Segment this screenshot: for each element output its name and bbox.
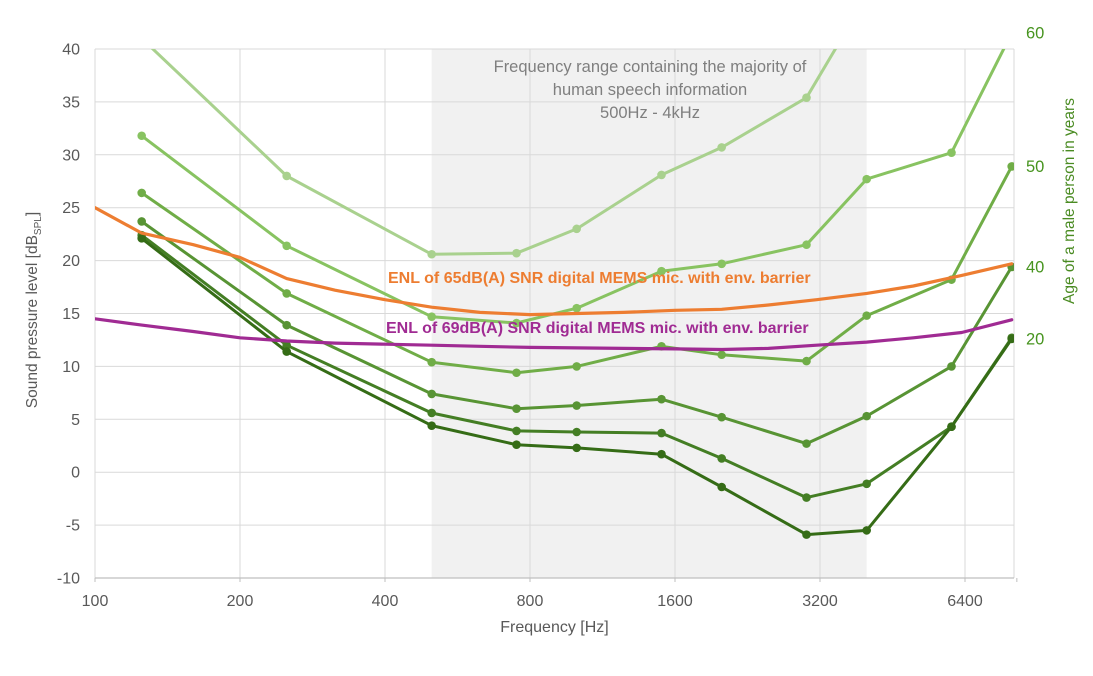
age-20-data-point bbox=[427, 421, 436, 430]
y-axis-tick-label: -10 bbox=[57, 571, 80, 588]
age-50-data-point bbox=[137, 188, 146, 198]
x-axis-tick-label: 1600 bbox=[657, 593, 693, 610]
age-20-data-point bbox=[137, 234, 146, 243]
age-20-data-point bbox=[1007, 334, 1014, 344]
age-20-data-point bbox=[802, 530, 811, 539]
age-60-data-point bbox=[427, 312, 436, 321]
age-curve-end-label-50: 50 bbox=[1026, 158, 1044, 176]
age-curve-end-label-60: 60 bbox=[1026, 25, 1044, 43]
age-70-data-point bbox=[717, 143, 726, 152]
age-60-data-point bbox=[282, 241, 291, 251]
age-curve-end-label-20: 20 bbox=[1026, 330, 1044, 348]
y-axis-tick-label: 30 bbox=[62, 147, 80, 164]
y-axis-tick-label: 15 bbox=[62, 306, 80, 323]
age-40-data-point bbox=[717, 412, 726, 422]
y-axis-tick-label: 10 bbox=[62, 359, 80, 376]
y-axis-tick-label: 20 bbox=[62, 253, 80, 270]
y-axis-tick-label: 5 bbox=[71, 412, 80, 429]
age-30-data-point bbox=[512, 426, 521, 436]
age-70-data-point bbox=[512, 248, 521, 258]
age-50-data-point bbox=[282, 289, 291, 298]
age-20-data-point bbox=[512, 440, 521, 449]
x-axis-tick-label: 800 bbox=[517, 593, 544, 610]
age-50-data-point bbox=[512, 368, 521, 378]
age-60-data-point bbox=[802, 240, 811, 250]
annotation-line-2: human speech information bbox=[552, 81, 748, 99]
age-70-data-point bbox=[802, 93, 811, 102]
age-50-data-point bbox=[717, 350, 726, 360]
age-70-data-point bbox=[572, 224, 581, 234]
age-70-data-point bbox=[427, 249, 436, 259]
enl-65-line-label: ENL of 65dB(A) SNR digital MEMS mic. wit… bbox=[388, 270, 811, 287]
age-40-data-point bbox=[947, 362, 956, 371]
age-40-data-point bbox=[282, 320, 291, 330]
speech-range-annotation: Frequency range containing the majority … bbox=[452, 56, 848, 125]
age-50-data-point bbox=[1007, 162, 1014, 171]
age-30-data-point bbox=[802, 493, 811, 502]
x-axis-tick-label: 3200 bbox=[802, 593, 838, 610]
age-50-data-point bbox=[572, 362, 581, 371]
age-40-data-point bbox=[657, 394, 666, 404]
age-30-data-point bbox=[282, 340, 291, 350]
y-axis-left-title: Sound pressure level [dBSPL] bbox=[24, 180, 44, 440]
age-60-data-point bbox=[137, 131, 146, 141]
y-axis-right-title: Age of a male person in years bbox=[1061, 98, 1078, 304]
age-40-data-point bbox=[862, 411, 871, 421]
age-50-data-point bbox=[802, 356, 811, 366]
age-40-data-point bbox=[137, 217, 146, 226]
y-axis-tick-label: 0 bbox=[71, 465, 80, 482]
y-axis-tick-label: -5 bbox=[66, 518, 80, 535]
annotation-line-1: Frequency range containing the majority … bbox=[493, 58, 807, 76]
enl-69-line-label: ENL of 69dB(A) SNR digital MEMS mic. wit… bbox=[386, 320, 809, 337]
age-40-data-point bbox=[512, 404, 521, 414]
age-20-data-point bbox=[572, 443, 581, 453]
age-50-data-point bbox=[862, 311, 871, 320]
age-40-data-point bbox=[802, 439, 811, 448]
age-60-data-point bbox=[512, 318, 521, 328]
age-20-data-point bbox=[282, 347, 291, 356]
age-30-data-point bbox=[657, 428, 666, 438]
y-axis-tick-label: 35 bbox=[62, 94, 80, 111]
age-70-data-point bbox=[657, 170, 666, 180]
annotation-line-3: 500Hz - 4kHz bbox=[600, 104, 700, 122]
curves-group bbox=[95, 49, 1014, 539]
y-axis-tick-label: 40 bbox=[62, 42, 80, 59]
age-20-data-point bbox=[657, 449, 666, 459]
age-60-data-point bbox=[717, 259, 726, 269]
age-30-data-point bbox=[862, 479, 871, 489]
age-curve-end-label-40: 40 bbox=[1026, 258, 1044, 276]
y-left-title-end: ] bbox=[23, 211, 41, 217]
age-20-data-point bbox=[717, 482, 726, 492]
y-left-title-main: Sound pressure level [dB bbox=[23, 235, 41, 409]
age-50-data-point bbox=[427, 357, 436, 367]
age-30-data-point bbox=[717, 454, 726, 463]
age-70-data-point bbox=[282, 171, 291, 181]
age-40-data-point bbox=[427, 389, 436, 399]
y-left-title-sub: SPL bbox=[33, 216, 45, 236]
y-axis-tick-label: 25 bbox=[62, 200, 80, 217]
age-40-data-point bbox=[572, 401, 581, 410]
x-axis-title: Frequency [Hz] bbox=[500, 619, 608, 636]
age-30-data-point bbox=[572, 427, 581, 437]
age-60-data-point bbox=[657, 266, 666, 276]
x-axis-tick-label: 200 bbox=[227, 593, 254, 610]
x-axis-tick-label: 400 bbox=[372, 593, 399, 610]
x-axis-tick-label: 6400 bbox=[947, 593, 983, 610]
age-60-data-point bbox=[572, 303, 581, 313]
enl-65-curve bbox=[95, 206, 1014, 317]
x-axis-tick-label: 100 bbox=[82, 593, 109, 610]
age-20-data-point bbox=[947, 422, 956, 432]
age-30-data-point bbox=[427, 408, 436, 418]
age-60-data-point bbox=[862, 174, 871, 184]
age-60-data-point bbox=[947, 148, 956, 157]
enl-69-curve bbox=[95, 317, 1014, 352]
age-20-data-point bbox=[862, 526, 871, 535]
